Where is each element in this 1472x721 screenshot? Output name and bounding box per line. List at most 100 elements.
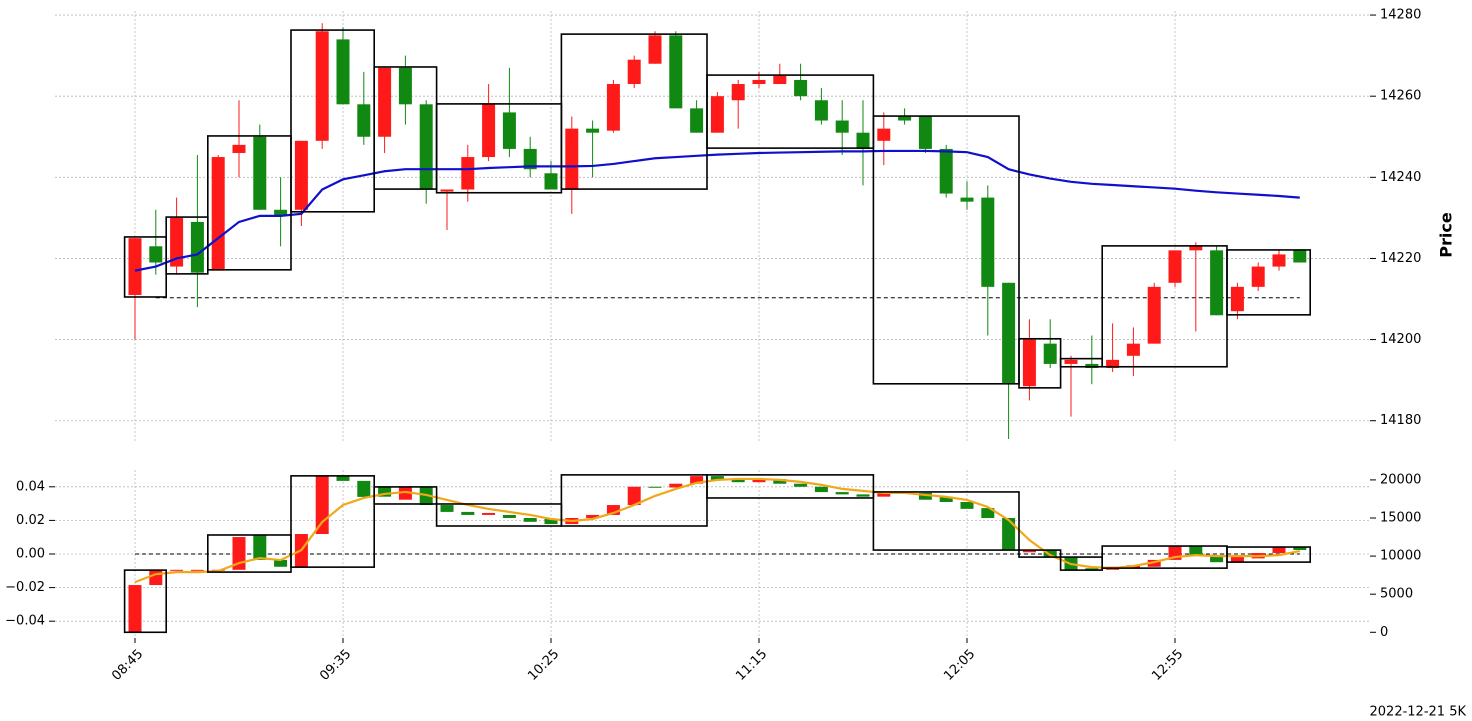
candle-body bbox=[461, 157, 475, 190]
candle-body bbox=[398, 67, 412, 105]
candle-body bbox=[1251, 266, 1265, 287]
candle-body bbox=[648, 35, 662, 64]
candle-body bbox=[294, 140, 308, 210]
candle-body bbox=[1293, 546, 1307, 550]
candle-body bbox=[502, 112, 516, 149]
candle-body bbox=[461, 511, 475, 515]
candle-body bbox=[606, 84, 620, 131]
box bbox=[872, 491, 1020, 551]
candle-body bbox=[1106, 359, 1120, 368]
candle-body bbox=[565, 128, 579, 190]
candle-body bbox=[232, 144, 246, 153]
candle-body bbox=[170, 217, 184, 267]
candle-body bbox=[482, 104, 496, 158]
candle-body bbox=[1064, 359, 1078, 364]
candle-body bbox=[835, 120, 849, 133]
y2-tick-label: 0 bbox=[1380, 625, 1388, 640]
candle-body bbox=[939, 148, 953, 194]
x-tick-label: 09:35 bbox=[317, 647, 354, 684]
x-tick-label: 08:45 bbox=[109, 647, 146, 684]
candle-body bbox=[1272, 254, 1286, 267]
box bbox=[435, 503, 563, 527]
y-tick-label: −0.04 bbox=[5, 614, 45, 629]
candle-body bbox=[274, 559, 288, 567]
candle-body bbox=[357, 480, 371, 497]
candle-body bbox=[1210, 250, 1224, 316]
y-axis-label: Price bbox=[1437, 212, 1456, 258]
candle-body bbox=[1126, 343, 1140, 356]
candle-body bbox=[690, 108, 704, 133]
candle-body bbox=[877, 492, 891, 497]
candle-body bbox=[1272, 546, 1286, 554]
candle-body bbox=[544, 173, 558, 190]
footer: 2022-12-21 5K bbox=[1370, 705, 1467, 720]
x-tick-label: 10:25 bbox=[525, 647, 562, 684]
candle-body bbox=[1147, 286, 1161, 344]
candle-body bbox=[1189, 546, 1203, 556]
box bbox=[1101, 245, 1228, 368]
box bbox=[435, 103, 563, 194]
candle-body bbox=[690, 476, 704, 484]
candle-body bbox=[274, 209, 288, 216]
candle-body bbox=[149, 246, 163, 263]
candle-body bbox=[1043, 343, 1057, 364]
y-tick-label: 0.04 bbox=[16, 479, 45, 494]
box bbox=[123, 569, 167, 634]
candle-body bbox=[149, 569, 163, 586]
candle-body bbox=[731, 479, 745, 483]
candle-body bbox=[398, 486, 412, 500]
candle-body bbox=[1022, 550, 1036, 553]
y-tick-label: 0.02 bbox=[16, 513, 45, 528]
candle-body bbox=[336, 39, 350, 105]
candle-body bbox=[253, 535, 267, 560]
candle-body bbox=[190, 221, 204, 273]
box bbox=[872, 115, 1020, 385]
candle-body bbox=[627, 59, 641, 85]
candle-body bbox=[731, 84, 745, 101]
candle-body bbox=[1147, 559, 1161, 567]
candle-body bbox=[378, 486, 392, 497]
candle-body bbox=[710, 96, 724, 133]
box bbox=[290, 475, 375, 568]
candle-body bbox=[1230, 556, 1244, 563]
candle-body bbox=[523, 148, 537, 170]
candle-body bbox=[606, 505, 620, 515]
candle-body bbox=[710, 476, 724, 480]
candle-body bbox=[856, 132, 870, 149]
candle-body bbox=[877, 128, 891, 141]
candle-body bbox=[773, 479, 787, 484]
candle-body bbox=[128, 585, 142, 633]
candle-body bbox=[1002, 282, 1016, 385]
y-tick-label: 14260 bbox=[1380, 89, 1421, 104]
candle-body bbox=[502, 514, 516, 518]
candle-body bbox=[794, 483, 808, 487]
candle-body bbox=[128, 238, 142, 295]
y-tick-label: 14220 bbox=[1380, 251, 1421, 266]
box bbox=[1226, 546, 1311, 563]
candle-body bbox=[357, 104, 371, 137]
candle-body bbox=[960, 197, 974, 202]
candle-body bbox=[960, 502, 974, 509]
box bbox=[1018, 549, 1062, 558]
box bbox=[1226, 249, 1311, 316]
y-tick-label: 0.00 bbox=[16, 547, 45, 562]
candle-body bbox=[378, 67, 392, 137]
candle-body bbox=[669, 35, 683, 109]
y-tick-label: 14200 bbox=[1380, 332, 1421, 347]
y2-tick-label: 20000 bbox=[1380, 472, 1421, 487]
line bbox=[134, 149, 1300, 272]
candle-body bbox=[315, 476, 329, 534]
candle-body bbox=[773, 75, 787, 85]
candle-body bbox=[669, 483, 683, 488]
candle-body bbox=[1085, 568, 1099, 570]
candle-body bbox=[190, 569, 204, 571]
candle-body bbox=[794, 79, 808, 97]
candle-body bbox=[1043, 550, 1057, 557]
candle-body bbox=[419, 487, 433, 506]
y-tick-label: 14240 bbox=[1380, 170, 1421, 185]
candle-body bbox=[814, 486, 828, 493]
candle-body bbox=[170, 569, 184, 571]
candle-body bbox=[253, 136, 267, 210]
candle-body bbox=[752, 479, 766, 483]
